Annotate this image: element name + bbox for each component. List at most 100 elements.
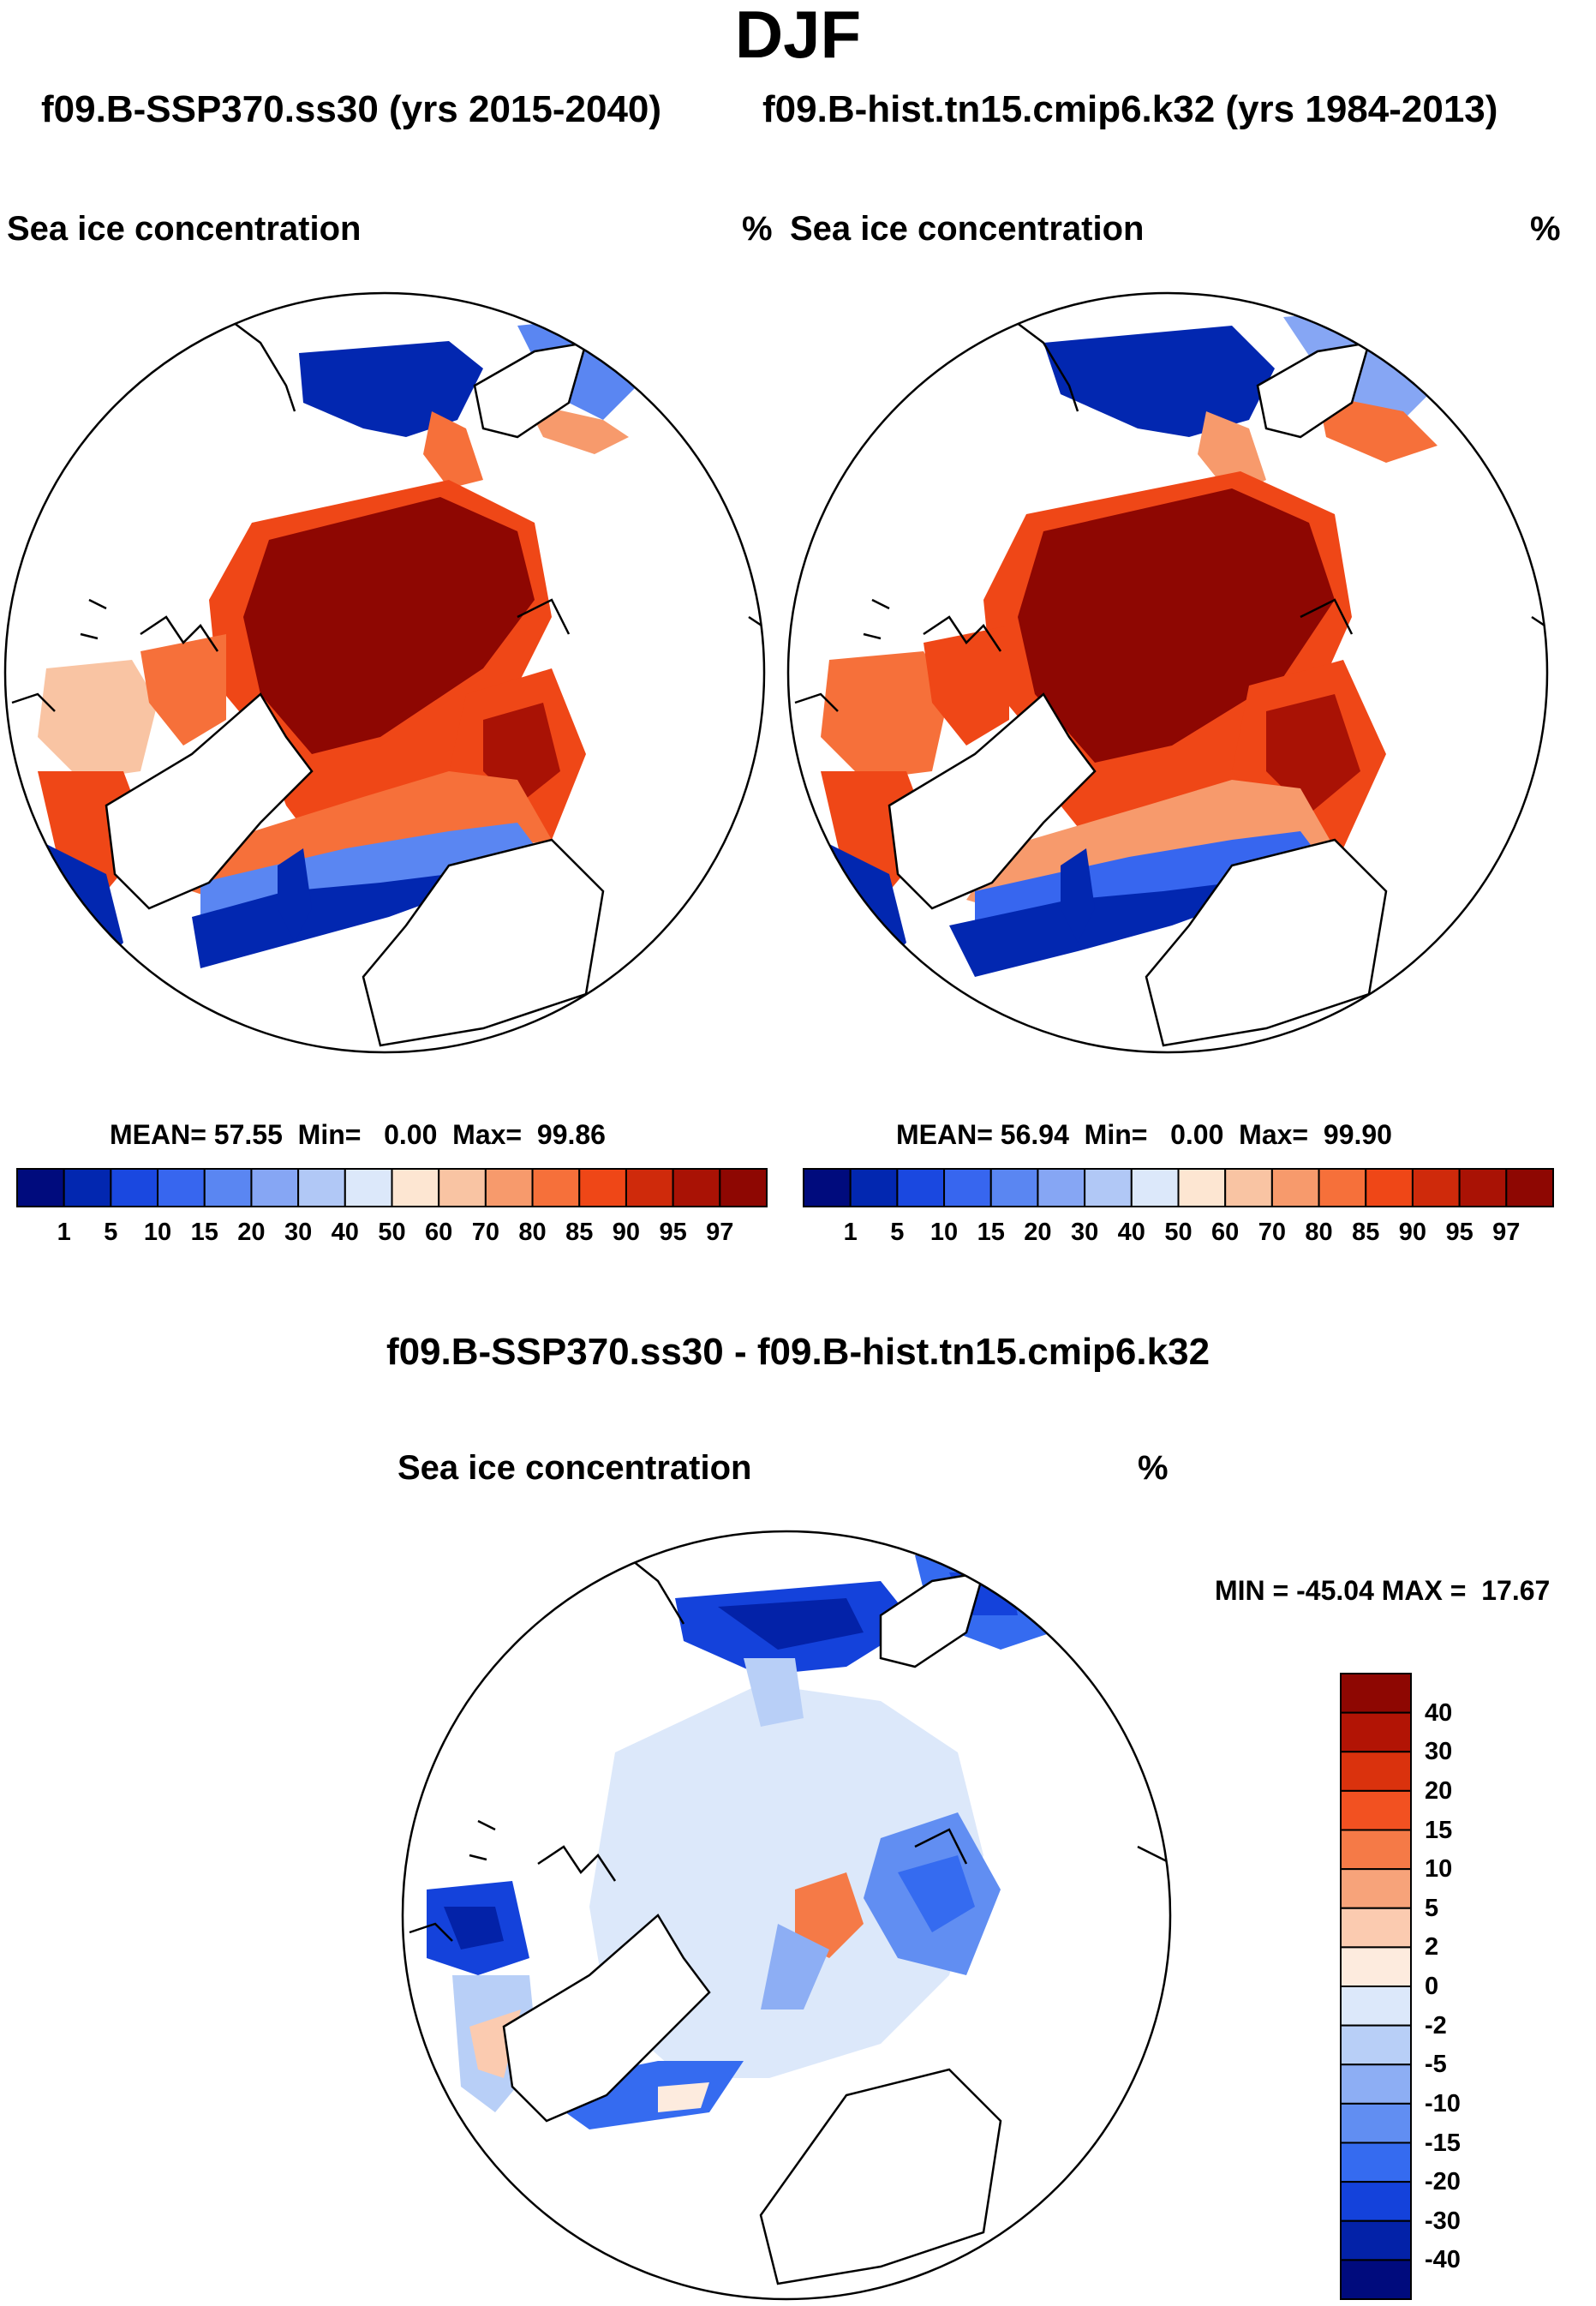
diff-colorbar-tick-label: 15 [1425, 1816, 1453, 1844]
right-max-value: 99.90 [1323, 1119, 1392, 1150]
diff-colorbar-swatch [1340, 1946, 1412, 1987]
left-colorbar-tick-label: 10 [143, 1219, 172, 1246]
right-colorbar-tick-label: 90 [1398, 1219, 1427, 1246]
right-colorbar-swatch [1224, 1168, 1273, 1207]
right-colorbar [803, 1168, 1554, 1207]
left-max-value: 99.86 [536, 1119, 606, 1150]
diff-colorbar-tick-label: -5 [1425, 2051, 1447, 2079]
right-mean-label: MEAN= [896, 1119, 993, 1150]
left-colorbar-swatch [297, 1168, 346, 1207]
diff-title: f09.B-SSP370.ss30 - f09.B-hist.tn15.cmip… [386, 1331, 1210, 1373]
left-min-label: Min= [297, 1119, 362, 1150]
left-colorbar-tick-label: 15 [190, 1219, 218, 1246]
diff-colorbar-tick-label: -30 [1425, 2207, 1461, 2235]
left-colorbar-swatch [672, 1168, 721, 1207]
right-colorbar-swatch [1365, 1168, 1414, 1207]
right-colorbar-tick-label: 97 [1492, 1219, 1521, 1246]
left-stats: MEAN= 57.55 Min= 0.00 Max= 99.86 [110, 1119, 606, 1150]
left-colorbar [16, 1168, 768, 1207]
left-colorbar-swatch [531, 1168, 581, 1207]
diff-variable-label: Sea ice concentration [398, 1449, 752, 1487]
diff-colorbar-tick-label: 10 [1425, 1855, 1453, 1884]
diff-colorbar-swatch [1340, 2102, 1412, 2144]
right-colorbar-swatch [1505, 1168, 1554, 1207]
diff-min-label: MIN = [1215, 1575, 1289, 1606]
right-colorbar-swatch [1270, 1168, 1320, 1207]
left-variable-label: Sea ice concentration [7, 210, 362, 248]
diff-colorbar-swatch [1340, 1829, 1412, 1871]
diff-colorbar-swatch [1340, 1868, 1412, 1909]
season-title: DJF [734, 0, 862, 72]
diff-units-label: % [1138, 1449, 1169, 1487]
diff-colorbar-swatch [1340, 2141, 1412, 2183]
right-colorbar-swatch [896, 1168, 946, 1207]
right-colorbar-tick-label: 20 [1024, 1219, 1052, 1246]
right-colorbar-swatch [1318, 1168, 1367, 1207]
left-colorbar-tick-label: 90 [612, 1219, 641, 1246]
right-colorbar-swatch [1411, 1168, 1461, 1207]
right-colorbar-swatch [1130, 1168, 1180, 1207]
right-variable-label: Sea ice concentration [790, 210, 1145, 248]
left-colorbar-tick-label: 1 [57, 1219, 71, 1246]
right-stats: MEAN= 56.94 Min= 0.00 Max= 99.90 [896, 1119, 1392, 1150]
diff-colorbar-swatch [1340, 1673, 1412, 1714]
right-min-value: 0.00 [1170, 1119, 1224, 1150]
right-colorbar-tick-label: 30 [1070, 1219, 1099, 1246]
right-units-label: % [1530, 210, 1561, 248]
right-colorbar-tick-label: 5 [890, 1219, 905, 1246]
left-colorbar-tick-label: 5 [104, 1219, 118, 1246]
left-colorbar-swatch [484, 1168, 534, 1207]
diff-minmax: MIN = -45.04 MAX = 17.67 [1215, 1575, 1550, 1606]
left-colorbar-tick-label: 60 [425, 1219, 453, 1246]
right-colorbar-swatch [1037, 1168, 1086, 1207]
right-colorbar-tick-label: 70 [1258, 1219, 1286, 1246]
diff-colorbar-swatch [1340, 1711, 1412, 1753]
diff-max-value: 17.67 [1481, 1575, 1551, 1606]
right-colorbar-swatch [849, 1168, 899, 1207]
right-polar-map [786, 291, 1549, 1054]
diff-colorbar [1340, 1673, 1412, 2300]
right-colorbar-swatch [1458, 1168, 1508, 1207]
left-polar-map [3, 291, 766, 1054]
left-mean-value: 57.55 [213, 1119, 283, 1150]
diff-min-value: -45.04 [1296, 1575, 1374, 1606]
right-colorbar-tick-label: 40 [1117, 1219, 1145, 1246]
diff-colorbar-tick-label: 40 [1425, 1698, 1453, 1727]
diff-colorbar-tick-label: -20 [1425, 2168, 1461, 2196]
left-colorbar-tick-label: 30 [284, 1219, 313, 1246]
diff-colorbar-tick-label: 5 [1425, 1894, 1439, 1922]
diff-colorbar-tick-label: -15 [1425, 2129, 1461, 2157]
diff-colorbar-swatch [1340, 2063, 1412, 2105]
right-max-label: Max= [1239, 1119, 1309, 1150]
left-colorbar-tick-label: 97 [706, 1219, 734, 1246]
left-colorbar-tick-label: 85 [565, 1219, 594, 1246]
left-colorbar-swatch [63, 1168, 112, 1207]
left-colorbar-swatch [344, 1168, 393, 1207]
diff-colorbar-swatch [1340, 1986, 1412, 2027]
diff-colorbar-tick-label: -2 [1425, 2011, 1447, 2039]
diff-colorbar-tick-label: 20 [1425, 1776, 1453, 1805]
left-max-label: Max= [452, 1119, 523, 1150]
right-colorbar-tick-label: 60 [1211, 1219, 1240, 1246]
left-min-value: 0.00 [384, 1119, 438, 1150]
right-colorbar-swatch [989, 1168, 1039, 1207]
left-colorbar-swatch [438, 1168, 487, 1207]
right-colorbar-swatch [803, 1168, 852, 1207]
diff-colorbar-tick-label: -10 [1425, 2089, 1461, 2117]
left-units-label: % [742, 210, 773, 248]
left-case-title: f09.B-SSP370.ss30 (yrs 2015-2040) [41, 88, 662, 130]
left-colorbar-tick-label: 70 [471, 1219, 499, 1246]
diff-colorbar-swatch [1340, 1789, 1412, 1831]
right-colorbar-swatch [1084, 1168, 1133, 1207]
right-colorbar-swatch [943, 1168, 992, 1207]
left-colorbar-tick-label: 50 [378, 1219, 406, 1246]
diff-colorbar-swatch [1340, 2181, 1412, 2222]
left-colorbar-swatch [719, 1168, 768, 1207]
diff-colorbar-tick-label: 30 [1425, 1738, 1453, 1766]
left-colorbar-swatch [250, 1168, 300, 1207]
left-colorbar-swatch [16, 1168, 65, 1207]
left-colorbar-tick-label: 80 [518, 1219, 547, 1246]
diff-colorbar-swatch [1340, 1907, 1412, 1949]
right-colorbar-tick-label: 10 [930, 1219, 959, 1246]
diff-polar-map [401, 1530, 1172, 2301]
